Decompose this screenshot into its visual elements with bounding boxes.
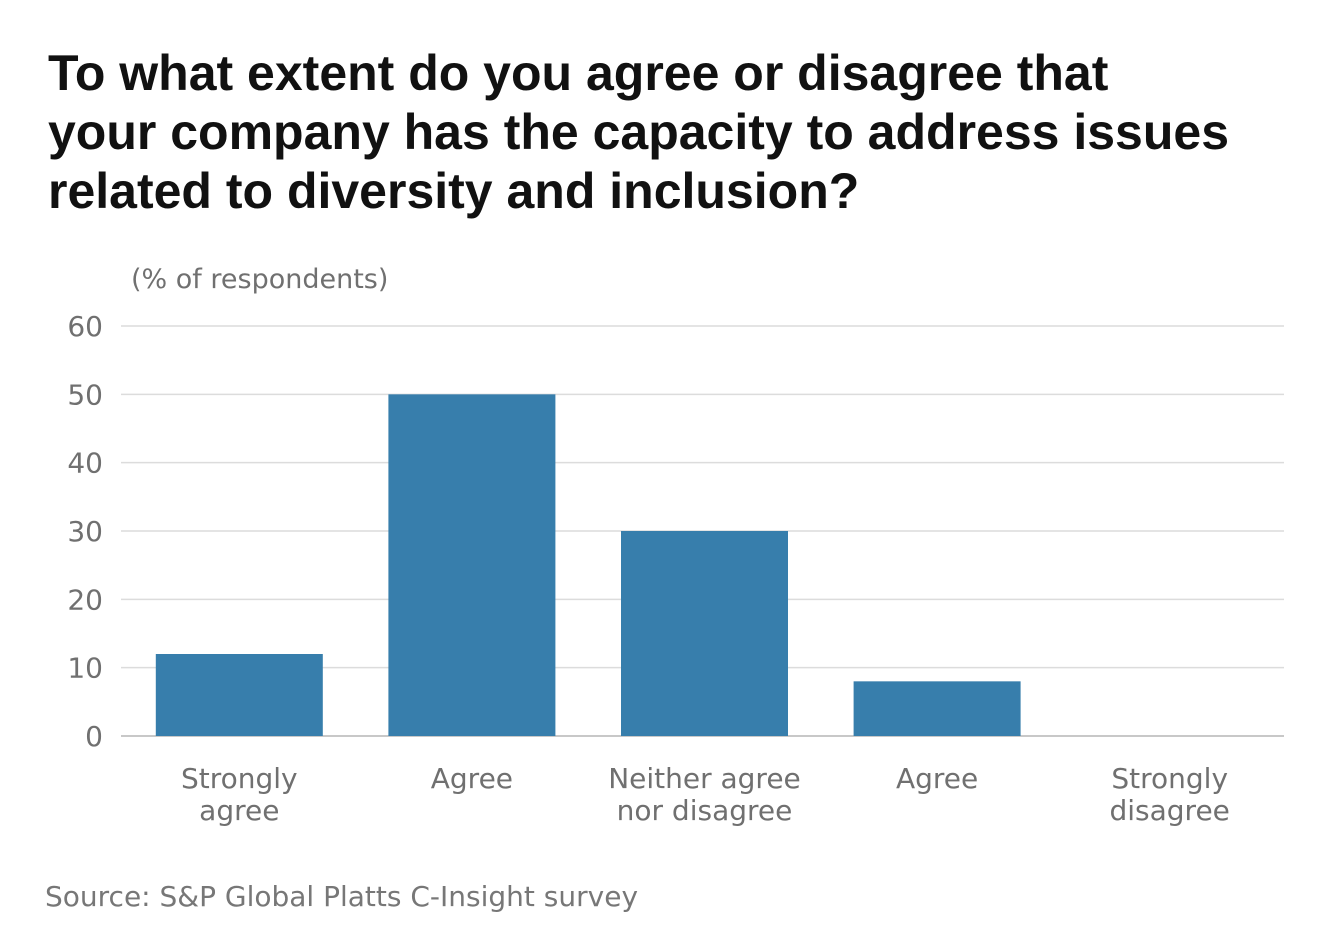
- x-tick-label: Agree: [896, 762, 978, 795]
- y-tick-label: 50: [67, 378, 103, 411]
- bar: [388, 394, 555, 736]
- y-tick-labels: 0 10 20 30 40 50 60: [67, 310, 103, 753]
- x-tick-label: Neither agree nor disagree: [608, 762, 801, 827]
- y-tick-label: 10: [67, 652, 103, 685]
- y-axis-label: (% of respondents): [131, 264, 388, 295]
- y-tick-label: 0: [85, 720, 103, 753]
- y-tick-label: 20: [67, 583, 103, 616]
- y-tick-label: 60: [67, 310, 103, 343]
- source-note: Source: S&P Global Platts C-Insight surv…: [45, 880, 638, 913]
- bars: [156, 394, 1021, 736]
- x-tick-label: Strongly agree: [181, 762, 298, 827]
- bar: [156, 654, 323, 736]
- x-tick-labels: Strongly agree Agree Neither agree nor disag…: [181, 762, 1230, 827]
- bar: [621, 531, 788, 736]
- y-tick-label: 30: [67, 515, 103, 548]
- bar-chart: (% of respondents) 0 10 20 30 40 50 60 Strongl…: [0, 0, 1324, 948]
- x-tick-label: Strongly disagree: [1109, 762, 1229, 827]
- bar: [854, 681, 1021, 736]
- x-tick-label: Agree: [431, 762, 513, 795]
- y-tick-label: 40: [67, 447, 103, 480]
